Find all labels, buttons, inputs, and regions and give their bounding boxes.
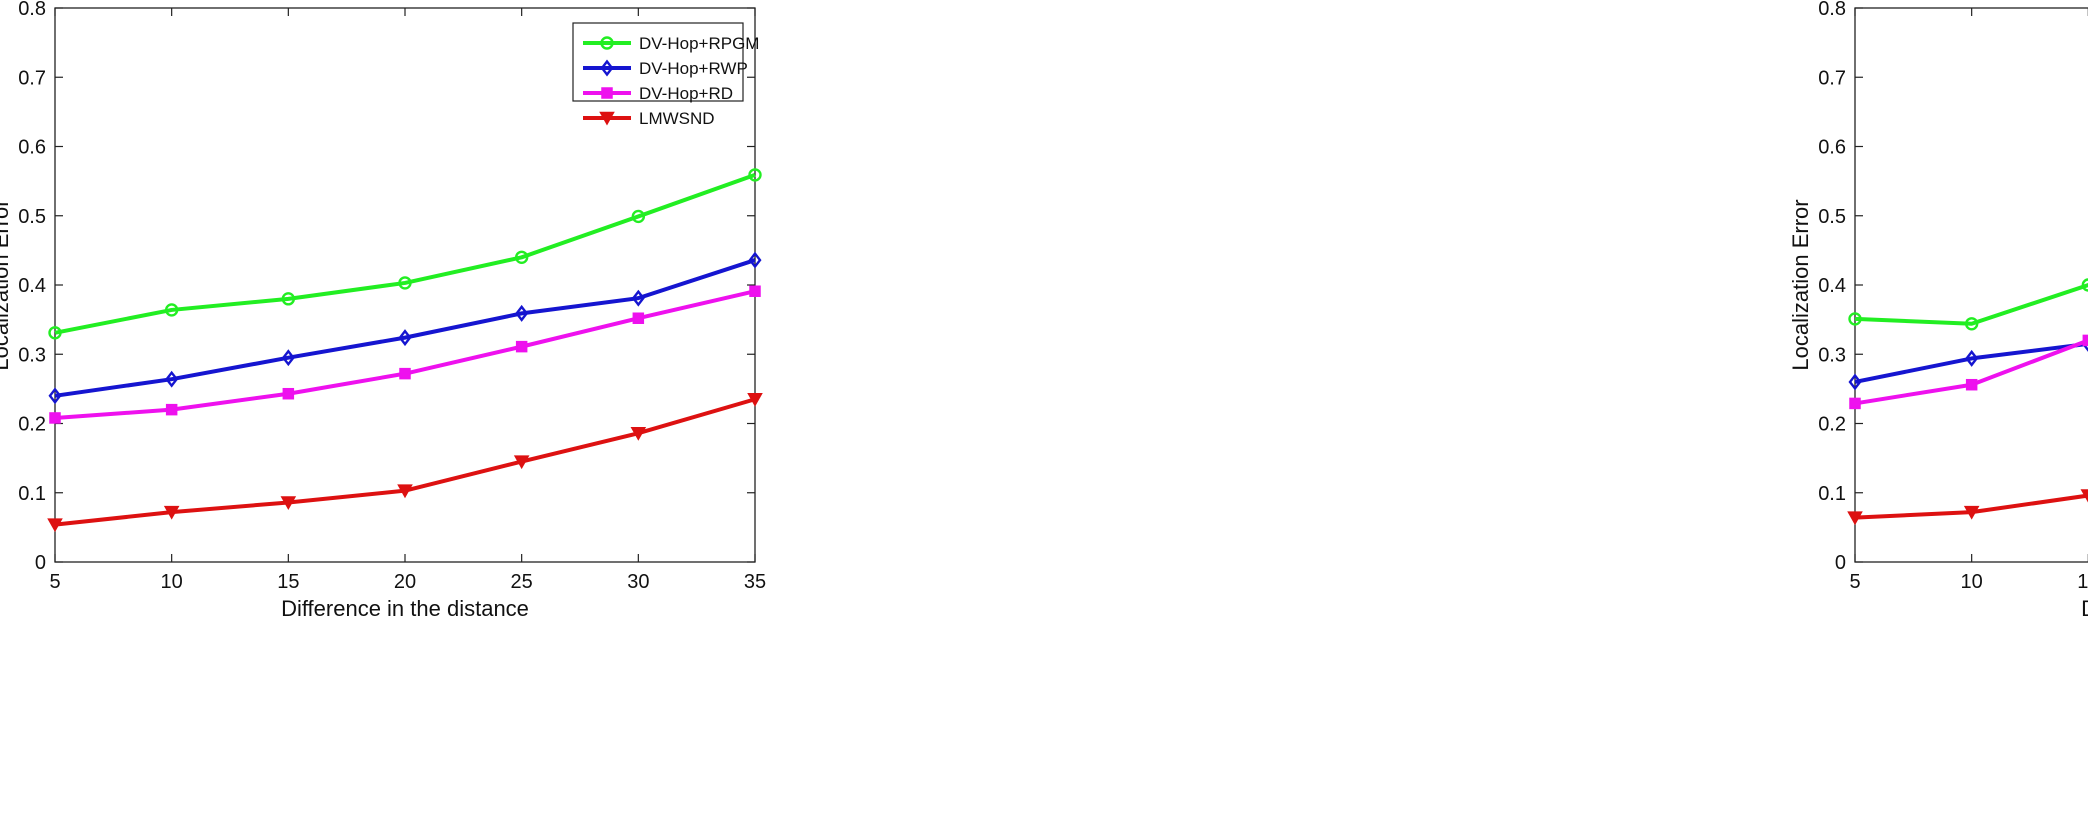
data-point <box>513 455 530 470</box>
plot-area <box>1854 7 2088 563</box>
legend-label: DV-Hop+RD <box>639 84 733 103</box>
data-point <box>281 349 295 367</box>
series-dv-hop-rd <box>49 285 761 424</box>
data-point <box>48 387 62 405</box>
series-dv-hop-rwp <box>48 251 762 405</box>
series-dv-hop-rpgm <box>48 168 762 340</box>
x-tick-label: 30 <box>627 571 649 593</box>
data-point <box>1849 397 1861 410</box>
data-point <box>514 250 529 264</box>
data-point <box>632 312 645 324</box>
y-tick-label: 0.3 <box>1818 344 1846 366</box>
y-tick-label: 0 <box>1835 552 1846 574</box>
legend-marker <box>600 59 614 77</box>
data-point <box>515 304 529 322</box>
data-point <box>1965 349 1979 367</box>
legend-label: DV-Hop+RWP <box>639 59 748 78</box>
y-axis-label: Localization Error <box>0 199 13 370</box>
x-tick-label: 15 <box>277 571 299 593</box>
data-point <box>630 426 647 441</box>
series-dv-hop-rd <box>1849 334 2088 410</box>
x-tick-label: 35 <box>744 571 766 593</box>
series-line <box>54 173 756 335</box>
data-point <box>48 326 62 340</box>
y-tick-label: 0.3 <box>18 344 46 366</box>
data-point <box>397 484 413 499</box>
data-point <box>1964 317 1979 331</box>
series-lmwsnd <box>47 393 763 533</box>
legend: DV-Hop+RPGM DV-Hop+RWP DV-Hop+RD LMWSND <box>572 22 759 128</box>
legend-marker <box>599 111 615 126</box>
y-tick-label: 0.4 <box>18 275 46 297</box>
y-tick-label: 0.5 <box>18 206 46 228</box>
chart-left: 5 10 15 20 25 30 35 0 0.1 0.2 0.3 0.4 0.5 0.6 0.7 0.8 Di… <box>0 0 766 621</box>
data-point <box>1848 312 1862 326</box>
data-point <box>281 292 296 306</box>
y-tick-label: 0 <box>35 552 46 574</box>
data-point <box>2082 334 2088 347</box>
data-point <box>515 340 528 353</box>
data-point <box>2080 489 2088 503</box>
data-point <box>163 505 180 520</box>
data-point <box>282 387 295 400</box>
x-tick-label: 15 <box>2077 571 2088 593</box>
y-tick-label: 0.6 <box>1818 137 1846 159</box>
data-point <box>1848 373 1862 391</box>
legend-label: LMWSND <box>639 109 715 128</box>
data-point <box>631 209 646 224</box>
chart-right: 510152025303500.10.20.30.40.50.60.70.8Di… <box>1788 0 2088 621</box>
x-tick-label: 20 <box>394 571 416 593</box>
data-point <box>1963 505 1980 520</box>
data-point <box>398 276 412 290</box>
x-tick-label: 10 <box>1961 571 1983 593</box>
y-tick-label: 0.2 <box>18 414 46 436</box>
x-tick-label: 10 <box>161 571 183 593</box>
legend-marker <box>600 36 614 50</box>
y-tick-label: 0.8 <box>1818 0 1846 20</box>
x-axis-label: Difference in the distance <box>281 596 529 621</box>
y-tick-label: 0.7 <box>1818 67 1846 89</box>
data-point <box>748 168 762 182</box>
y-tick-label: 0.4 <box>1818 275 1846 297</box>
data-point <box>398 329 412 347</box>
x-tick-label: 5 <box>1849 571 1860 593</box>
y-tick-label: 0.7 <box>18 67 46 89</box>
y-tick-label: 0.1 <box>1818 483 1846 505</box>
data-point <box>164 303 179 317</box>
x-axis-label: Difference in the distance <box>2081 596 2088 621</box>
series-dv-hop-rpgm <box>1848 278 2088 331</box>
x-tick-label: 5 <box>49 571 60 593</box>
data-point <box>165 370 179 388</box>
data-point <box>1965 378 1978 391</box>
x-tick-label: 25 <box>511 571 533 593</box>
legend-label: DV-Hop+RPGM <box>639 34 759 53</box>
y-tick-label: 0.6 <box>18 137 46 159</box>
data-point <box>749 285 761 297</box>
data-point <box>165 403 178 416</box>
data-point <box>747 393 763 407</box>
data-point <box>280 496 297 510</box>
series-line <box>54 258 756 398</box>
data-point <box>2081 278 2088 292</box>
data-point <box>748 251 762 269</box>
data-point <box>399 367 411 380</box>
y-tick-label: 0.1 <box>18 483 46 505</box>
y-tick-label: 0.5 <box>1818 206 1846 228</box>
y-tick-label: 0.2 <box>1818 414 1846 436</box>
series-line <box>1854 283 2088 326</box>
series-line <box>1854 341 2088 384</box>
data-point <box>1847 511 1863 526</box>
data-point <box>49 412 61 424</box>
series-lmwsnd <box>1847 489 2088 526</box>
data-point <box>631 289 645 307</box>
data-point <box>47 518 63 533</box>
legend-marker <box>601 87 613 99</box>
y-tick-label: 0.8 <box>18 0 46 20</box>
y-axis-label: Localization Error <box>1788 199 1813 370</box>
